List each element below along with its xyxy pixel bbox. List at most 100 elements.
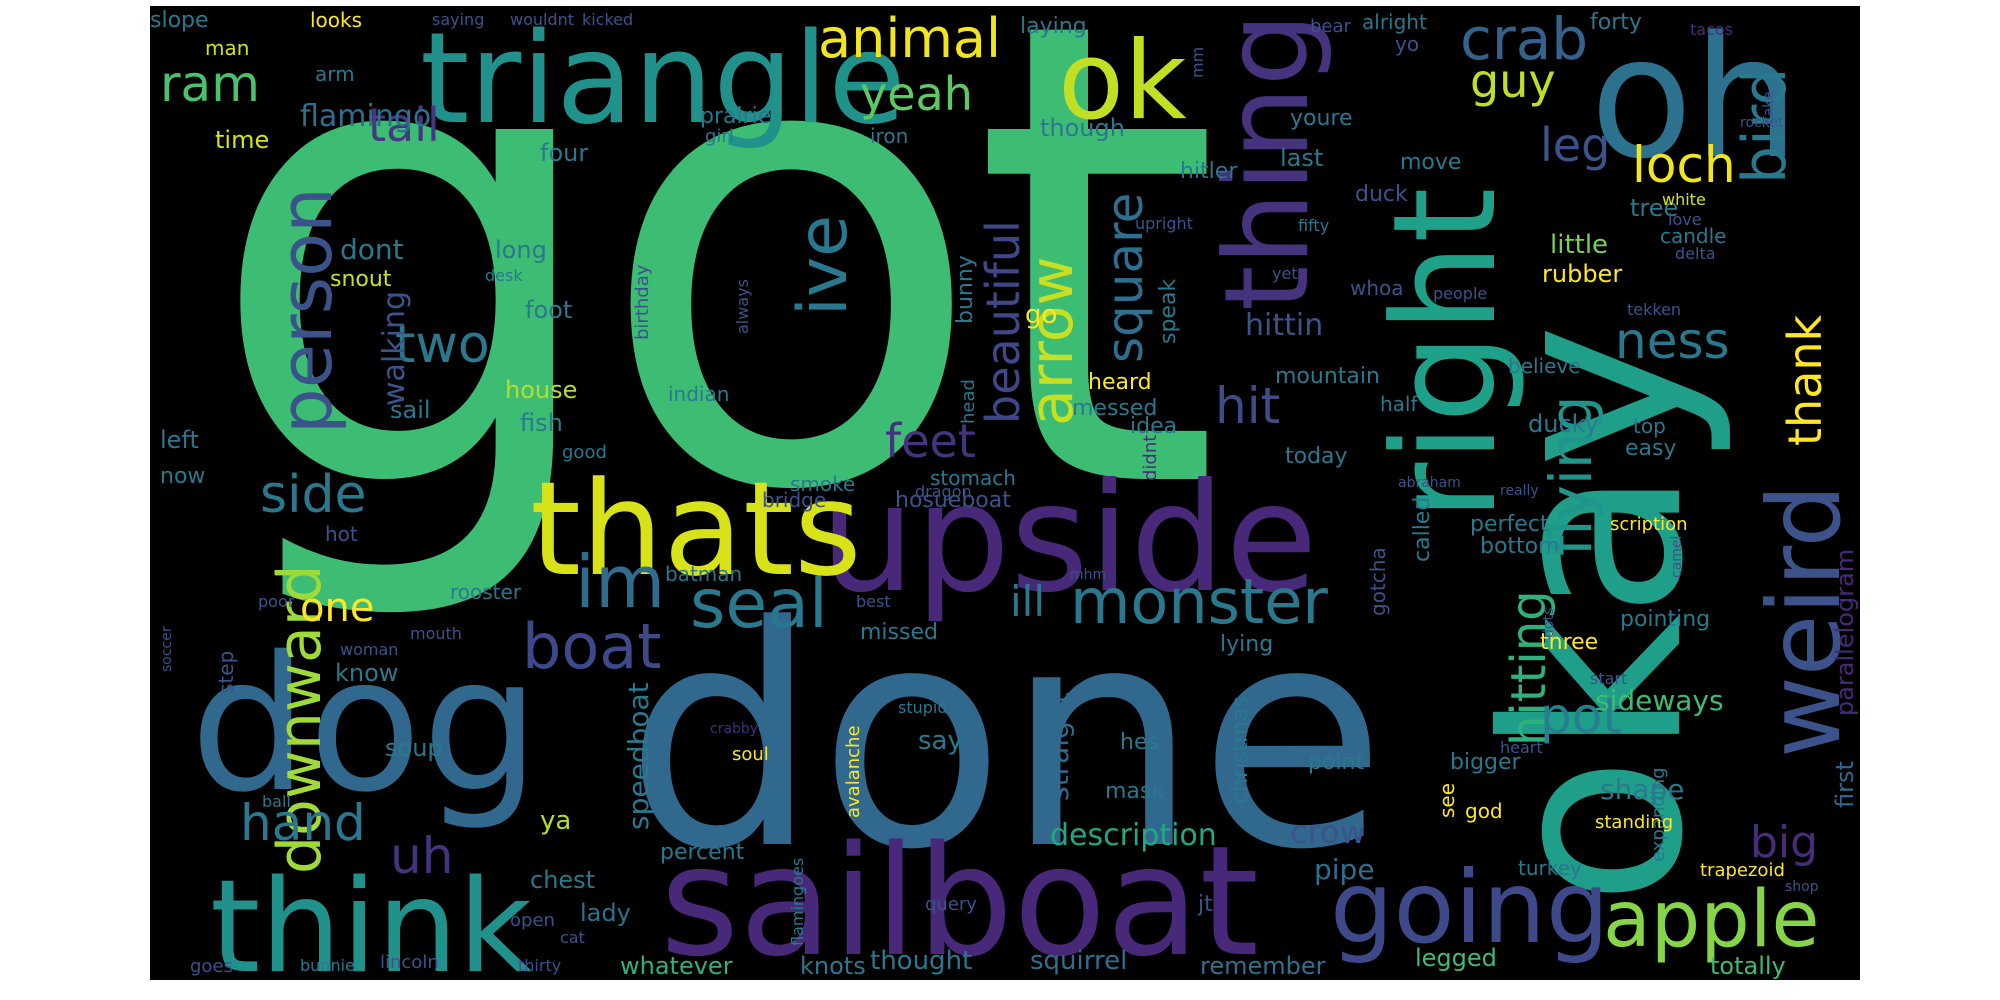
word: youre: [1290, 106, 1353, 131]
word: white: [1662, 190, 1706, 209]
word: arm: [315, 62, 355, 86]
word: stupid: [898, 698, 948, 717]
word: move: [1400, 150, 1462, 175]
word: lying: [1220, 632, 1274, 657]
word: walking: [377, 290, 412, 406]
word: yeah: [860, 67, 973, 121]
word: soup: [385, 734, 443, 762]
word: long: [495, 236, 547, 264]
word: forty: [1590, 10, 1642, 35]
word: start: [1590, 669, 1628, 688]
word: snout: [330, 267, 392, 292]
word: abraham: [1398, 475, 1461, 491]
word: hittin: [1245, 308, 1324, 343]
word: messed: [1072, 396, 1158, 421]
word: three: [1540, 630, 1599, 655]
word: man: [205, 36, 250, 60]
word: candle: [1660, 224, 1727, 248]
word: totally: [1710, 952, 1786, 980]
word: open: [510, 910, 555, 931]
word: rubber: [1542, 260, 1623, 288]
word: yet: [1272, 264, 1298, 283]
word: house: [505, 376, 578, 404]
word: alright: [1362, 10, 1427, 34]
word: big: [1750, 817, 1819, 868]
word: upright: [1135, 214, 1193, 233]
word: whatever: [620, 952, 733, 980]
word: see: [1435, 782, 1459, 818]
word: left: [160, 426, 199, 454]
word: speak: [1156, 278, 1181, 344]
word: shape: [1600, 773, 1685, 806]
word: query: [925, 894, 977, 915]
word: soul: [732, 744, 769, 765]
word: legged: [1415, 944, 1497, 972]
word: girl: [705, 126, 734, 147]
word: hes: [1120, 730, 1159, 755]
word: half: [1380, 392, 1418, 416]
word: ya: [540, 806, 572, 836]
word: say: [918, 726, 963, 756]
word: guy: [1470, 54, 1556, 108]
word: yo: [1395, 32, 1420, 56]
word: oh: [1590, 6, 1800, 196]
word: crow: [1290, 813, 1366, 851]
word: now: [160, 464, 206, 489]
word: top: [1633, 414, 1666, 438]
word: ill: [1010, 577, 1046, 626]
word: perfect: [1470, 512, 1549, 537]
word: missed: [860, 620, 938, 645]
word: prairie: [700, 104, 772, 129]
word: ram: [160, 55, 260, 113]
word: tree: [1630, 194, 1679, 222]
word: mountain: [1275, 364, 1380, 389]
word: loch: [1632, 136, 1736, 194]
word: dragon: [915, 482, 972, 501]
word: foot: [525, 296, 573, 324]
word: tail: [368, 98, 440, 152]
word: know: [335, 659, 399, 687]
word: point: [1308, 750, 1365, 775]
word: really: [1500, 483, 1539, 499]
word: trapezoid: [1700, 860, 1785, 881]
word: straight: [1042, 692, 1075, 801]
word: good: [562, 442, 607, 463]
word: birthday: [632, 264, 653, 340]
word: smoke: [790, 472, 856, 496]
word: remember: [1200, 952, 1326, 980]
word: believe: [1508, 354, 1581, 378]
word: today: [1285, 444, 1348, 469]
word: iron: [870, 124, 909, 148]
word: mouth: [410, 624, 462, 643]
word: monster: [1070, 565, 1328, 638]
word: flamingoes: [788, 857, 807, 946]
word: sideways: [1595, 684, 1724, 717]
word: camel: [1669, 535, 1685, 578]
word: bear: [1310, 16, 1351, 37]
word: lady: [580, 899, 631, 927]
word: four: [540, 139, 589, 167]
word: jt: [1198, 892, 1213, 917]
word: saying: [432, 10, 485, 29]
word: always: [733, 279, 752, 334]
word: leg: [1540, 118, 1611, 172]
word: head: [958, 379, 979, 424]
word: indian: [668, 382, 730, 406]
word: bunnie: [300, 956, 355, 975]
word: poor: [258, 592, 295, 611]
word: turkey: [1518, 856, 1582, 880]
word: speedboat: [622, 682, 655, 830]
word: scription: [1610, 514, 1688, 535]
word: mask: [1105, 779, 1165, 804]
word: people: [1433, 284, 1488, 303]
word: pipe: [1314, 853, 1375, 886]
word: rocket: [1740, 115, 1784, 131]
word: little: [1550, 230, 1609, 260]
word: shop: [1785, 879, 1819, 895]
word: beautiful: [976, 220, 1030, 424]
word: god: [1465, 799, 1503, 823]
word: triangle: [420, 6, 906, 152]
word: time: [215, 126, 270, 154]
word: slope: [150, 8, 209, 33]
word: pot: [1540, 687, 1622, 745]
